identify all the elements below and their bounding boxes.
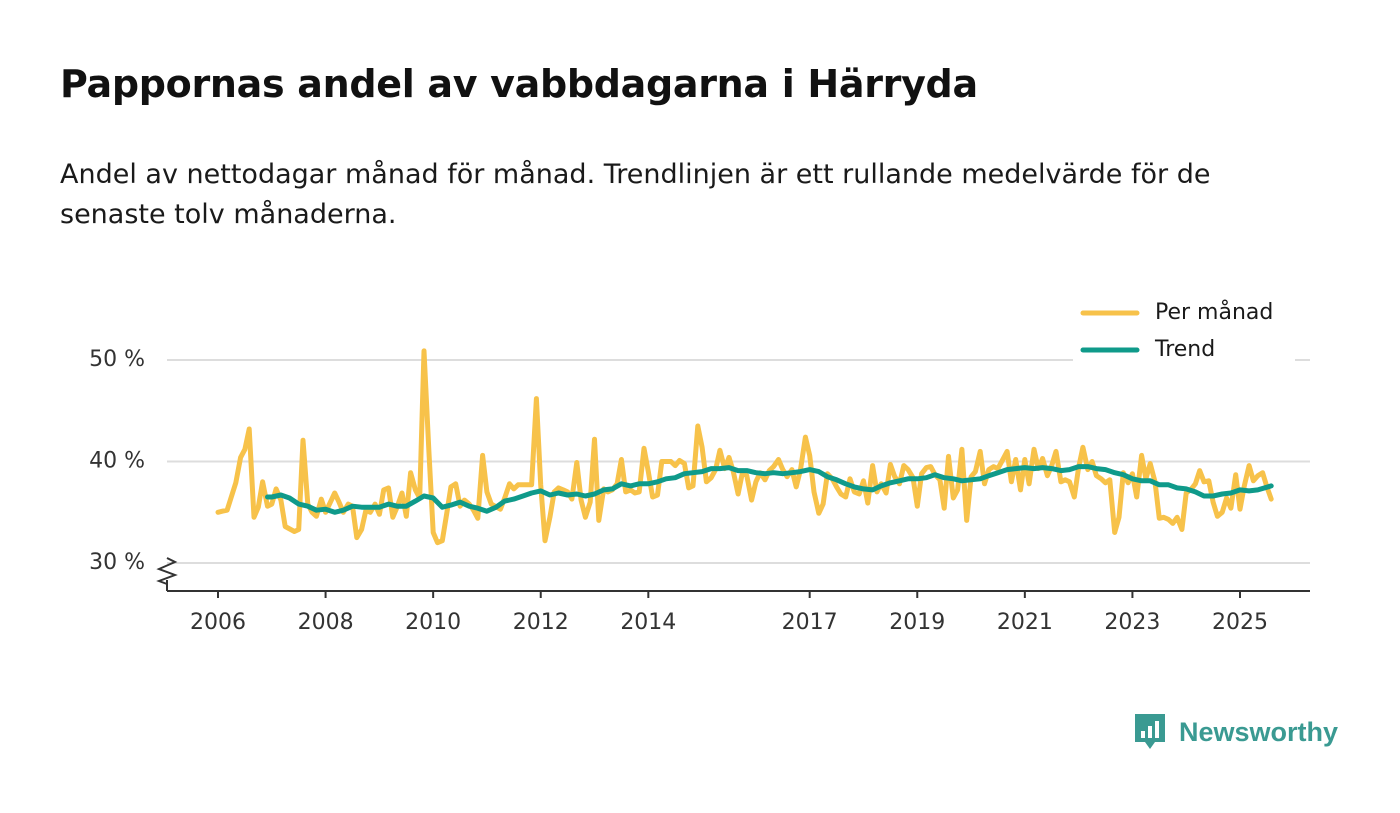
x-tick-label: 2014: [620, 610, 676, 635]
series-line-trend: [265, 464, 1274, 515]
x-tick-label: 2023: [1104, 610, 1160, 635]
axis-break-icon: [156, 557, 178, 585]
x-tick-label: 2017: [782, 610, 838, 635]
brand-name: Newsworthy: [1179, 716, 1339, 747]
x-tick-label: 2025: [1212, 610, 1268, 635]
x-tick-label: 2010: [405, 610, 461, 635]
data-series: [215, 348, 1274, 546]
brand-logo: Newsworthy: [1133, 712, 1338, 752]
newsworthy-logo-icon: [1135, 714, 1165, 749]
legend: Per månad Trend: [1073, 297, 1295, 363]
y-tick-label: 40 %: [89, 449, 145, 474]
x-tick-label: 2008: [298, 610, 354, 635]
chart-subtitle: Andel av nettodagar månad för månad. Tre…: [60, 159, 1211, 230]
axes: 30 % 40 % 50 % 2006 2008 2010 2012 2014 2017 2019…: [89, 347, 1310, 635]
series-line-monthly: [215, 348, 1274, 546]
x-tick-label: 2019: [889, 610, 945, 635]
x-tick-label: 2012: [513, 610, 569, 635]
x-tick-label: 2021: [997, 610, 1053, 635]
y-tick-label: 30 %: [89, 550, 145, 575]
legend-label-trend: Trend: [1154, 337, 1215, 362]
legend-label-monthly: Per månad: [1155, 299, 1273, 325]
y-tick-label: 50 %: [89, 347, 145, 372]
chart-title: Pappornas andel av vabbdagarna i Härryda: [60, 62, 978, 106]
x-tick-label: 2006: [190, 610, 246, 635]
